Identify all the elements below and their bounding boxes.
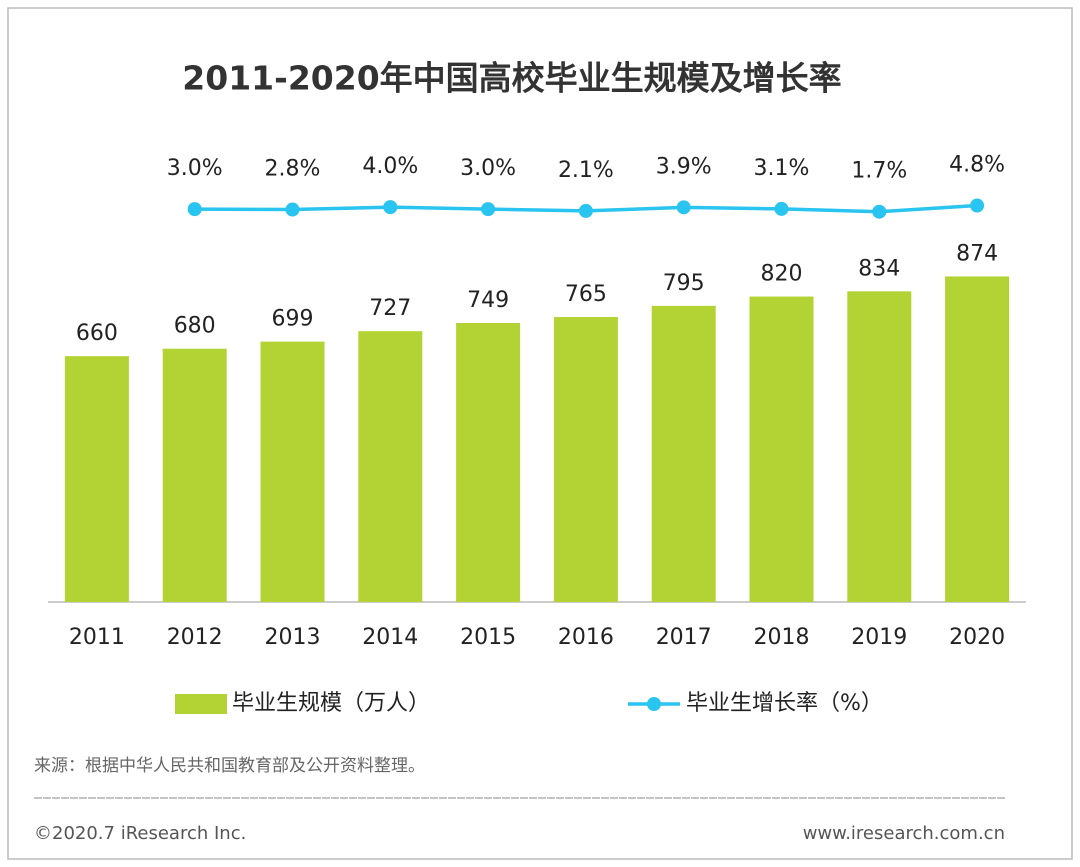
x-tick-label: 2015 xyxy=(460,625,516,650)
data-label: 4.8% xyxy=(949,153,1005,178)
line-point xyxy=(676,200,691,215)
data-label: 2.1% xyxy=(558,158,614,183)
data-label: 795 xyxy=(663,271,705,296)
data-label: 765 xyxy=(565,282,607,307)
x-tick-label: 2016 xyxy=(558,625,614,650)
data-label: 3.0% xyxy=(460,156,516,181)
legend-label: 毕业生增长率（%） xyxy=(686,691,883,716)
bar xyxy=(945,276,1010,602)
legend-swatch-bar xyxy=(175,694,227,714)
bar xyxy=(260,341,325,602)
bar xyxy=(749,296,814,602)
line-point xyxy=(481,202,496,217)
source-note: 来源：根据中华人民共和国教育部及公开资料整理。 xyxy=(34,756,425,776)
website: www.iresearch.com.cn xyxy=(803,823,1005,844)
bar xyxy=(358,331,423,602)
x-tick-label: 2014 xyxy=(362,625,418,650)
x-tick-label: 2012 xyxy=(167,625,223,650)
bar xyxy=(847,291,912,602)
bar xyxy=(553,317,618,602)
x-tick-label: 2019 xyxy=(851,625,907,650)
data-label: 680 xyxy=(174,314,216,339)
line-point xyxy=(285,202,300,217)
line-point xyxy=(383,200,398,215)
bar xyxy=(162,348,227,602)
legend-label: 毕业生规模（万人） xyxy=(232,691,430,716)
data-label: 874 xyxy=(956,241,998,266)
copyright: ©2020.7 iResearch Inc. xyxy=(34,823,246,844)
line-point xyxy=(970,198,985,213)
line-point xyxy=(578,203,593,218)
data-label: 834 xyxy=(858,256,900,281)
chart-title: 2011-2020年中国高校毕业生规模及增长率 xyxy=(182,59,841,98)
bar xyxy=(651,305,716,602)
data-label: 3.0% xyxy=(167,156,223,181)
data-label: 749 xyxy=(467,288,509,313)
line-point xyxy=(187,202,202,217)
x-tick-label: 2018 xyxy=(754,625,810,650)
bar xyxy=(456,322,521,602)
x-tick-label: 2020 xyxy=(949,625,1005,650)
x-tick-label: 2013 xyxy=(265,625,321,650)
x-tick-label: 2017 xyxy=(656,625,712,650)
data-label: 3.9% xyxy=(656,154,712,179)
data-label: 820 xyxy=(761,262,803,287)
data-label: 2.8% xyxy=(265,157,321,182)
x-tick-label: 2011 xyxy=(69,625,125,650)
data-label: 3.1% xyxy=(754,156,810,181)
line-point xyxy=(774,201,789,216)
bar xyxy=(64,356,129,602)
data-label: 660 xyxy=(76,321,118,346)
line-point xyxy=(872,204,887,219)
data-label: 699 xyxy=(272,307,314,332)
data-label: 727 xyxy=(369,296,411,321)
data-label: 1.7% xyxy=(851,159,907,184)
data-label: 4.0% xyxy=(362,154,418,179)
legend-swatch-dot xyxy=(647,697,661,711)
